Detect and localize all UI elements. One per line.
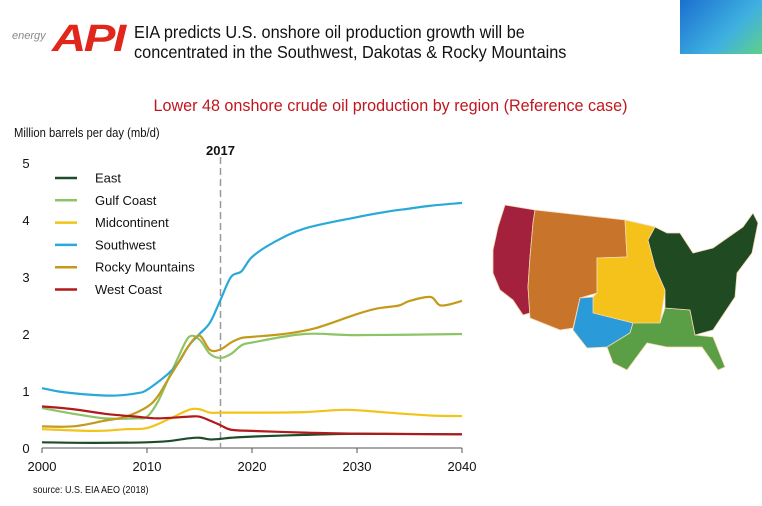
y-tick-label: 2 bbox=[22, 327, 29, 342]
annotation-label-2017: 2017 bbox=[206, 143, 235, 158]
logo-energy-text: energy bbox=[12, 30, 46, 42]
y-tick-label: 5 bbox=[22, 156, 29, 171]
x-tick-label: 2010 bbox=[133, 459, 162, 474]
legend-label: East bbox=[95, 171, 121, 186]
source-note: source: U.S. EIA AEO (2018) bbox=[33, 485, 149, 496]
series-line-midcontinent bbox=[41, 407, 463, 433]
x-tick-label: 2000 bbox=[28, 459, 57, 474]
api-logo: API bbox=[52, 18, 126, 60]
legend-label: Rocky Mountains bbox=[95, 260, 195, 275]
slide-title: EIA predicts U.S. onshore oil production… bbox=[134, 22, 566, 62]
series-line-east bbox=[41, 432, 463, 444]
slide-title-line-2: concentrated in the Southwest, Dakotas &… bbox=[134, 42, 567, 62]
y-tick-label: 0 bbox=[22, 441, 29, 456]
legend-label: West Coast bbox=[95, 282, 162, 297]
series-line-rocky-mountains bbox=[41, 295, 463, 428]
x-tick-label: 2020 bbox=[238, 459, 267, 474]
x-tick-label: 2030 bbox=[343, 459, 372, 474]
map-region-east bbox=[647, 212, 759, 336]
series-line-west-coast bbox=[41, 405, 463, 436]
y-tick-label: 3 bbox=[22, 270, 29, 285]
x-tick-label: 2040 bbox=[448, 459, 477, 474]
series-line-southwest bbox=[41, 201, 463, 397]
y-axis-label: Million barrels per day (mb/d) bbox=[14, 126, 160, 140]
y-tick-label: 1 bbox=[22, 384, 29, 399]
y-tick-label: 4 bbox=[22, 213, 29, 228]
slide-title-line-1: EIA predicts U.S. onshore oil production… bbox=[134, 22, 525, 42]
chart-title: Lower 48 onshore crude oil production by… bbox=[153, 96, 628, 115]
legend-label: Midcontinent bbox=[95, 215, 169, 230]
line-chart: 2000 2010 2020 2030 2040 0 1 2 3 4 5 2017 East Gulf C… bbox=[22, 143, 477, 474]
legend-label: Southwest bbox=[95, 237, 156, 252]
legend-label: Gulf Coast bbox=[95, 193, 157, 208]
us-map-thumbnail-image bbox=[680, 0, 762, 54]
